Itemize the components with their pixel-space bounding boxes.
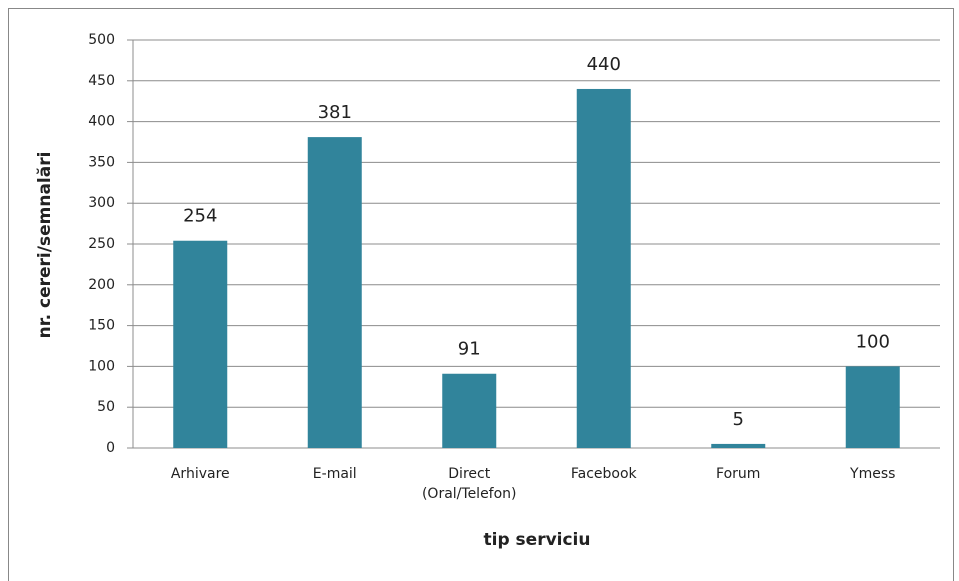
bar: [845, 366, 900, 448]
bar: [711, 443, 766, 448]
y-tick-label: 450: [88, 73, 115, 89]
data-label: 100: [856, 331, 890, 352]
data-label: 5: [733, 409, 744, 430]
y-tick-label: 250: [88, 236, 115, 252]
y-tick-label: 500: [88, 32, 115, 48]
x-tick-label: E-mail: [312, 466, 357, 482]
data-label: 440: [587, 54, 621, 75]
data-label: 381: [318, 102, 352, 123]
x-tick-label: Forum: [716, 466, 761, 482]
y-tick-label: 350: [88, 154, 115, 170]
bar: [173, 240, 228, 448]
bar: [442, 373, 497, 448]
x-tick-label: Facebook: [570, 466, 637, 482]
y-tick-label: 150: [88, 318, 115, 334]
x-tick-label: Arhivare: [170, 466, 230, 482]
x-axis-title: tip serviciu: [484, 530, 591, 550]
y-tick-label: 0: [106, 440, 115, 456]
y-axis-title: nr. cereri/semnalări: [35, 152, 55, 339]
data-label: 91: [458, 339, 481, 360]
y-tick-label: 100: [88, 358, 115, 374]
x-tick-label: Direct (Oral/Telefon): [421, 466, 517, 502]
bar: [576, 88, 631, 449]
y-tick-label: 200: [88, 277, 115, 293]
data-label: 254: [183, 206, 217, 227]
x-tick-label: Ymess: [850, 466, 896, 482]
y-tick-label: 300: [88, 195, 115, 211]
bar: [307, 137, 362, 448]
frame: [8, 8, 954, 581]
y-tick-label: 50: [97, 399, 115, 415]
y-tick-label: 400: [88, 114, 115, 130]
